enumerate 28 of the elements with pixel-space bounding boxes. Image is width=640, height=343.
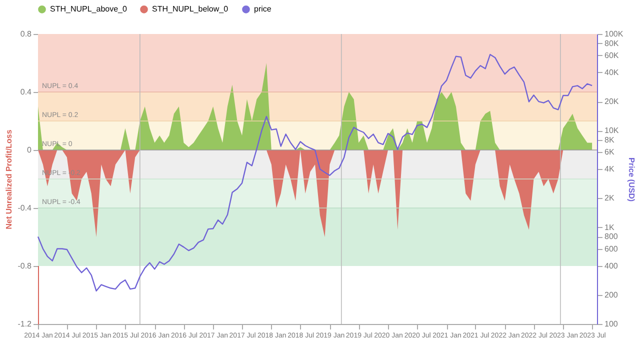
- y-tick-label: -1.2: [18, 320, 32, 328]
- y2-tick-label: 8K: [604, 136, 615, 145]
- y2-tick-label: 200: [604, 290, 618, 300]
- y-axis-title: Net Unrealized Profit/Loss: [4, 129, 14, 230]
- y2-tick-label: 6K: [604, 148, 615, 157]
- y2-tick-label: 1K: [604, 222, 615, 232]
- y2-tick-label: 800: [604, 232, 618, 242]
- y2-tick-label: 400: [604, 261, 618, 270]
- y2-tick-label: 600: [604, 244, 618, 254]
- y2-tick-label: 60K: [604, 50, 620, 60]
- y-tick-label: 0.4: [20, 88, 32, 96]
- y-tick-label: 0: [27, 146, 32, 154]
- y-tick-label: -0.4: [18, 204, 32, 212]
- y2-tick-label: 100K: [604, 30, 624, 38]
- y2-tick-label: 20K: [604, 97, 620, 106]
- y-tick-label: -0.8: [18, 262, 32, 270]
- y2-tick-label: 4K: [604, 164, 615, 174]
- y2-tick-label: 100: [604, 320, 618, 328]
- y2-tick-label: 2K: [604, 194, 615, 203]
- y2-tick-label: 10K: [604, 126, 620, 136]
- y2-axis-title: Price (USD): [627, 157, 636, 202]
- y2-tick-label: 40K: [604, 68, 620, 77]
- line-series: [37, 54, 593, 292]
- y-tick-label: 0.8: [20, 30, 32, 38]
- legend-label: STH_NUPL_above_0: [50, 4, 128, 14]
- legend-label: price: [254, 4, 272, 14]
- legend-label: STH_NUPL_below_0: [152, 4, 229, 14]
- y2-tick-label: 80K: [604, 38, 620, 48]
